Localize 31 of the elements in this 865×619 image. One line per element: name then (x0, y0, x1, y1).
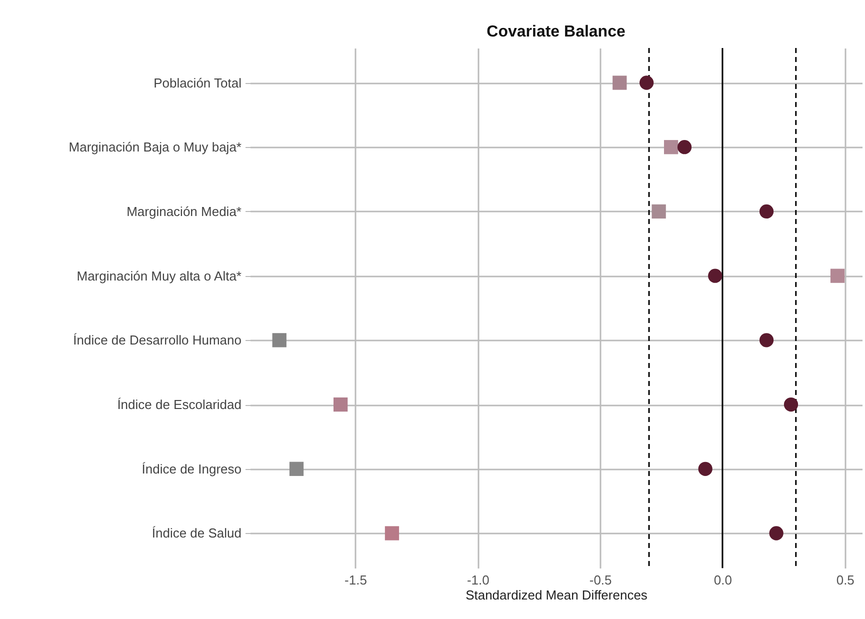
point (759, 333, 774, 348)
point (708, 268, 722, 283)
y-tick-label: Marginación Baja o Muy baja* (68, 140, 242, 155)
point (769, 526, 784, 540)
chart-title: Covariate Balance (486, 23, 626, 40)
point (334, 397, 348, 412)
point (640, 76, 654, 90)
y-tick-label: Índice de Salud (152, 526, 242, 541)
point (759, 204, 774, 219)
y-tick-label: Población Total (154, 75, 242, 90)
point (664, 140, 678, 154)
x-tick-label: 0.5 (836, 572, 854, 588)
point (830, 268, 845, 283)
point (677, 140, 692, 154)
x-tick-label: -1.0 (466, 572, 490, 588)
y-tick-label: Índice de Desarrollo Humano (73, 332, 242, 348)
y-tick-label: Marginación Media* (126, 204, 242, 219)
x-tick-label: 0.0 (714, 572, 732, 588)
point (698, 462, 712, 476)
point (384, 526, 400, 540)
x-axis-title: Standardized Mean Differences (466, 588, 648, 602)
x-tick-label: -1.5 (344, 572, 367, 588)
y-tick-label: Índice de Ingreso (142, 461, 242, 476)
y-tick-label: Índice de Escolaridad (117, 397, 242, 412)
x-tick-label: -0.5 (589, 572, 612, 588)
point (289, 462, 304, 476)
point (612, 76, 627, 90)
point (784, 397, 798, 412)
y-tick-label: Marginación Muy alta o Alta* (76, 268, 242, 284)
point (272, 333, 286, 348)
point (652, 204, 666, 219)
